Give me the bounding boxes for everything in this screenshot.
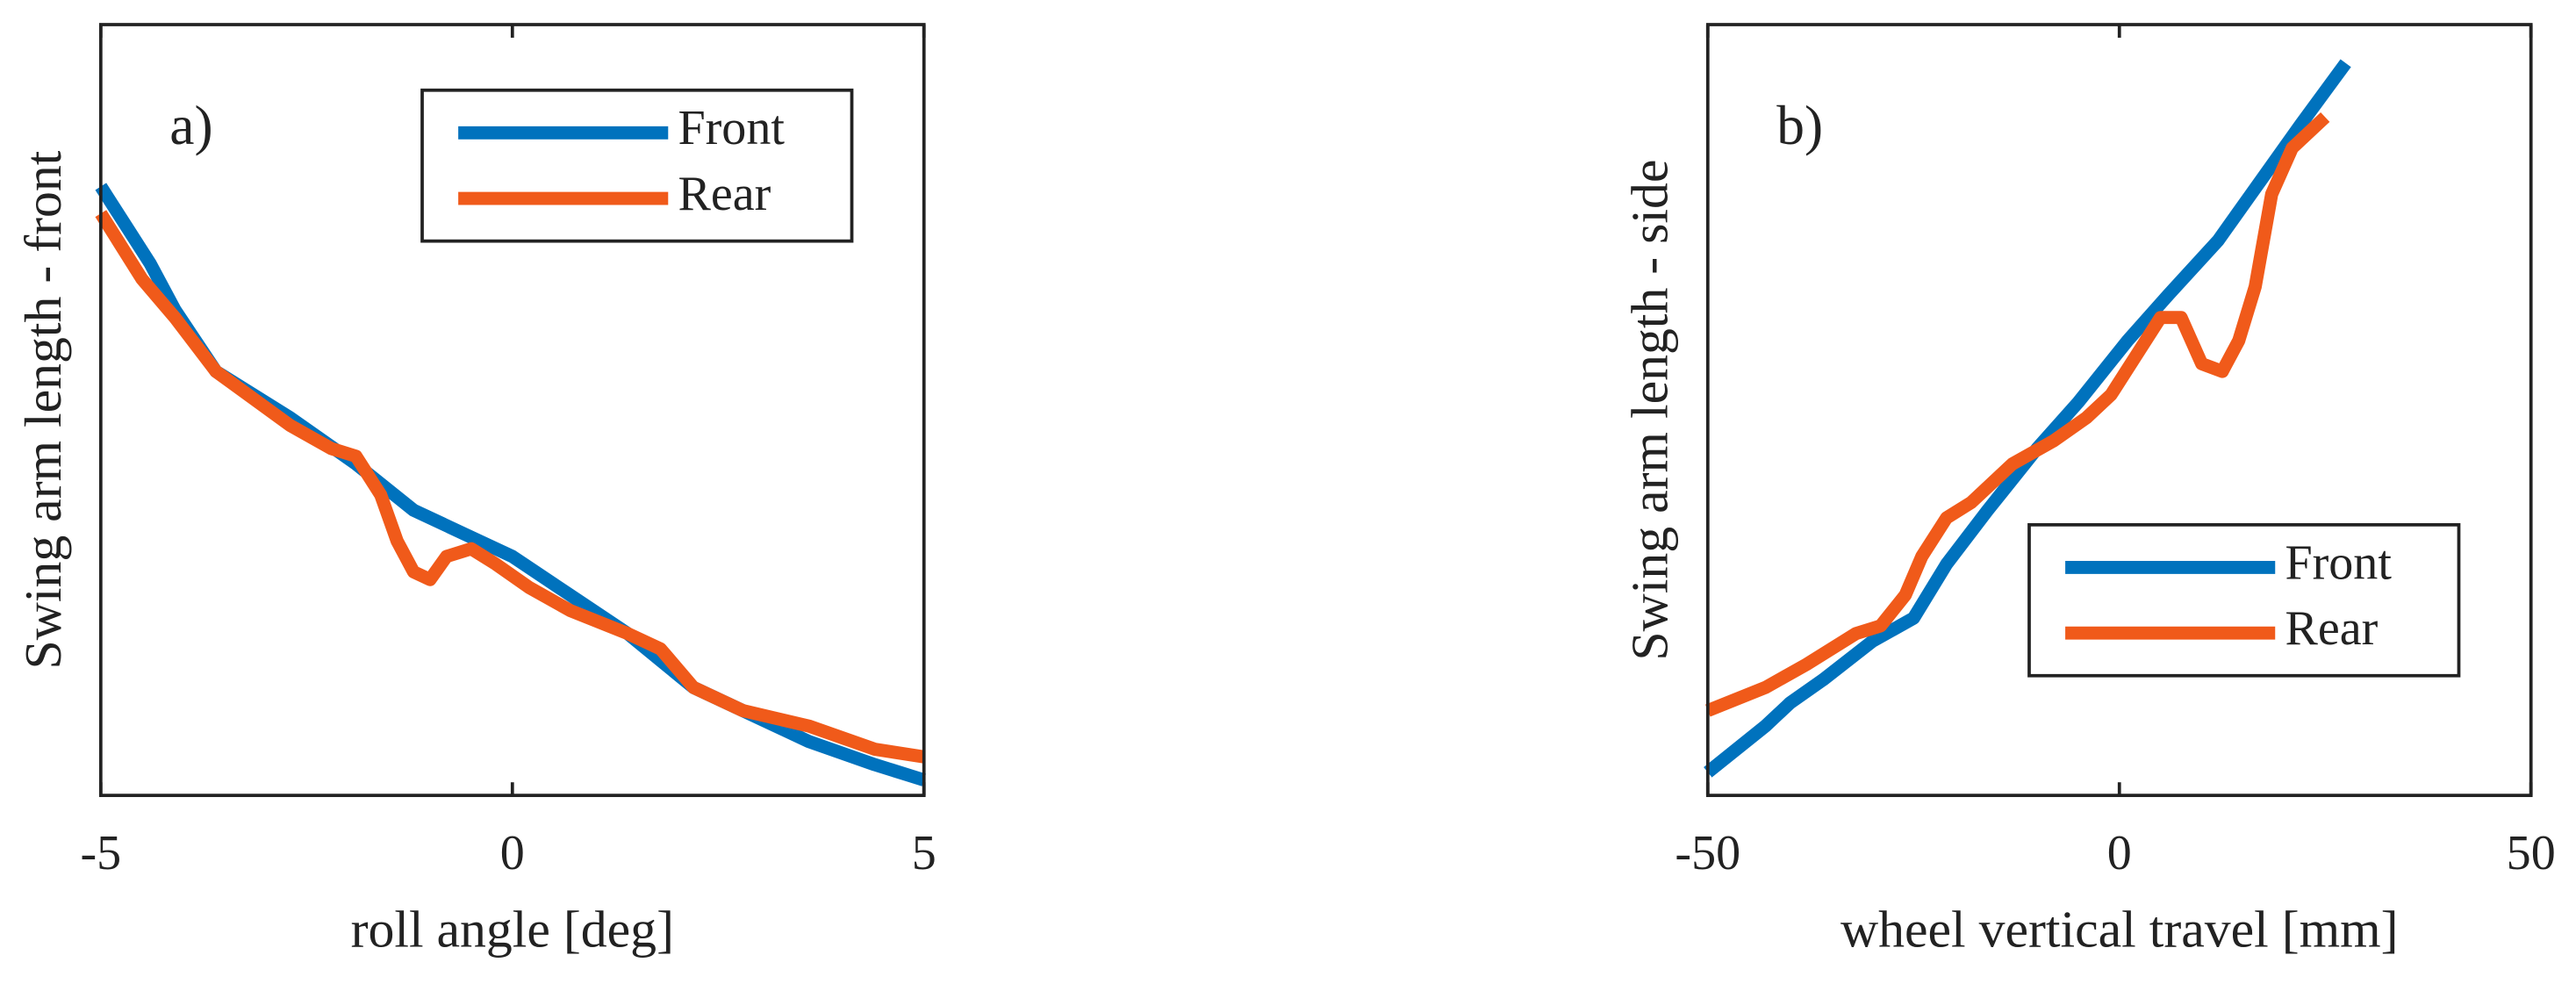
legend-label: Rear — [2285, 601, 2378, 656]
x-tick-label: 0 — [500, 826, 525, 880]
data-line — [95, 183, 926, 786]
y-axis-label: Swing arm length - front — [14, 150, 72, 669]
x-axis-label: wheel vertical travel [mm] — [1841, 901, 2399, 959]
x-tick-label: 50 — [2507, 826, 2556, 880]
x-tick-label: 0 — [2107, 826, 2132, 880]
data-line — [95, 210, 925, 764]
panel-label: a) — [169, 94, 212, 156]
legend-label: Rear — [678, 167, 771, 221]
legend-label: Front — [2285, 535, 2392, 590]
data-line — [1704, 59, 2351, 778]
legend-box — [420, 88, 854, 243]
y-axis-label: Swing arm length - side — [1621, 160, 1679, 661]
x-axis-label: roll angle [deg] — [351, 901, 674, 959]
x-tick-label: -5 — [80, 826, 121, 880]
x-tick-label: 5 — [912, 826, 936, 880]
x-tick-label: -50 — [1675, 826, 1740, 880]
panel-label: b) — [1776, 94, 1823, 156]
legend-box — [2027, 522, 2461, 678]
data-line — [1705, 111, 2330, 717]
legend-label: Front — [678, 101, 785, 155]
